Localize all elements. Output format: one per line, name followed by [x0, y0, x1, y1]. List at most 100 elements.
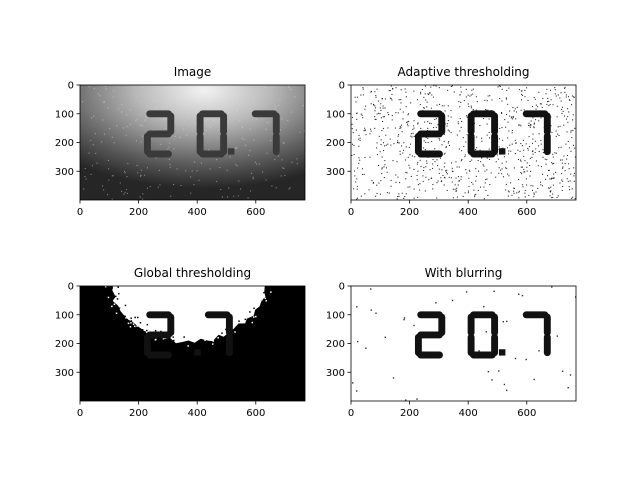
- noise-speckle: [574, 127, 576, 129]
- noise-speckle: [440, 157, 442, 159]
- noise-speckle: [356, 112, 358, 114]
- noise-speckle: [356, 185, 358, 187]
- edge-speckle: [104, 286, 107, 288]
- noise-speckle: [413, 168, 415, 170]
- noise-speckle: [468, 169, 470, 171]
- noise-speckle: [102, 119, 104, 121]
- noise-speckle: [105, 88, 107, 90]
- noise-speckle: [540, 103, 542, 105]
- noise-speckle: [417, 170, 419, 172]
- edge-speckle: [264, 276, 266, 278]
- noise-speckle: [207, 107, 209, 109]
- noise-speckle: [402, 152, 404, 154]
- noise-speckle: [394, 127, 396, 129]
- edge-speckle: [118, 292, 120, 295]
- edge-speckle: [185, 336, 188, 339]
- noise-speckle: [575, 296, 576, 298]
- noise-speckle: [395, 87, 397, 89]
- noise-speckle: [420, 91, 422, 93]
- edge-speckle: [122, 317, 124, 320]
- noise-speckle: [363, 173, 365, 175]
- noise-speckle: [425, 176, 427, 178]
- noise-speckle: [113, 142, 115, 144]
- noise-speckle: [532, 142, 534, 144]
- noise-speckle: [574, 147, 576, 149]
- noise-speckle: [429, 92, 431, 94]
- noise-speckle: [296, 158, 298, 160]
- noise-speckle: [438, 138, 440, 140]
- noise-speckle: [547, 97, 549, 99]
- noise-speckle: [401, 192, 403, 194]
- noise-speckle: [450, 132, 452, 134]
- noise-speckle: [493, 290, 495, 292]
- noise-speckle: [153, 100, 155, 102]
- noise-speckle: [379, 193, 381, 195]
- noise-speckle: [445, 146, 447, 148]
- noise-speckle: [356, 188, 358, 190]
- noise-speckle: [550, 89, 552, 91]
- y-tick-label: 200: [55, 339, 74, 350]
- edge-speckle: [195, 342, 197, 345]
- noise-speckle: [358, 157, 360, 159]
- noise-speckle: [121, 190, 123, 192]
- noise-speckle: [573, 96, 575, 98]
- noise-speckle: [139, 114, 141, 116]
- edge-speckle: [204, 339, 206, 341]
- noise-speckle: [243, 139, 245, 141]
- noise-speckle: [555, 135, 557, 137]
- noise-speckle: [542, 98, 544, 100]
- noise-speckle: [475, 175, 477, 177]
- noise-speckle: [475, 168, 477, 170]
- edge-speckle: [124, 315, 126, 318]
- noise-speckle: [416, 179, 418, 181]
- noise-speckle: [374, 91, 376, 93]
- edge-speckle: [177, 339, 180, 342]
- noise-speckle: [410, 175, 412, 177]
- noise-speckle: [376, 192, 378, 194]
- noise-speckle: [249, 150, 251, 152]
- noise-speckle: [390, 179, 392, 181]
- noise-speckle: [566, 178, 568, 180]
- noise-speckle: [407, 186, 409, 188]
- noise-speckle: [523, 149, 525, 151]
- noise-speckle: [139, 175, 141, 177]
- noise-speckle: [484, 182, 486, 184]
- y-tick-label: 100: [55, 109, 74, 120]
- noise-speckle: [236, 101, 238, 103]
- noise-speckle: [553, 162, 555, 164]
- edge-speckle: [104, 279, 106, 281]
- noise-speckle: [355, 181, 357, 183]
- noise-speckle: [520, 143, 522, 145]
- edge-speckle: [118, 291, 121, 293]
- noise-speckle: [381, 168, 383, 170]
- noise-speckle: [481, 137, 483, 139]
- noise-speckle: [409, 154, 411, 156]
- noise-speckle: [209, 168, 211, 170]
- noise-speckle: [351, 154, 353, 156]
- noise-speckle: [229, 156, 231, 158]
- noise-speckle: [551, 197, 553, 199]
- noise-speckle: [459, 130, 461, 132]
- noise-speckle: [522, 139, 524, 141]
- noise-speckle: [372, 181, 374, 183]
- noise-speckle: [432, 163, 434, 165]
- noise-speckle: [505, 189, 507, 191]
- edge-speckle: [270, 291, 272, 293]
- noise-speckle: [555, 171, 557, 173]
- noise-speckle: [510, 150, 512, 152]
- edge-speckle: [154, 329, 157, 332]
- noise-speckle: [511, 116, 513, 118]
- noise-speckle: [441, 169, 443, 171]
- noise-speckle: [375, 95, 377, 97]
- noise-speckle: [423, 147, 425, 149]
- noise-speckle: [445, 170, 447, 172]
- noise-speckle: [486, 178, 488, 180]
- noise-speckle: [524, 96, 526, 98]
- y-tick-label: 300: [55, 167, 74, 178]
- noise-speckle: [153, 129, 155, 131]
- noise-speckle: [561, 162, 563, 164]
- noise-speckle: [528, 194, 530, 196]
- noise-speckle: [168, 146, 170, 148]
- noise-speckle: [435, 85, 437, 87]
- noise-speckle: [195, 123, 197, 125]
